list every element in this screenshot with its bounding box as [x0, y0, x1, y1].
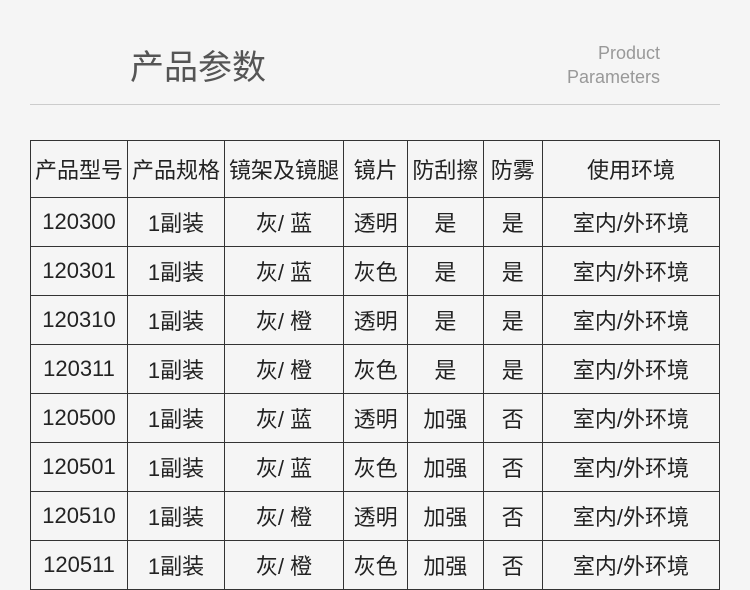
table-cell: 120300: [31, 198, 128, 247]
table-cell: 灰/ 橙: [225, 296, 344, 345]
table-cell: 是: [408, 296, 484, 345]
column-header-spec: 产品规格: [128, 141, 225, 198]
table-cell: 是: [408, 198, 484, 247]
table-row: 1205011副装灰/ 蓝灰色加强否室内/外环境: [31, 443, 720, 492]
table-cell: 否: [483, 541, 542, 590]
table-cell: 否: [483, 492, 542, 541]
table-cell: 灰色: [344, 345, 408, 394]
column-header-environment: 使用环境: [542, 141, 719, 198]
table-cell: 室内/外环境: [542, 394, 719, 443]
table-cell: 是: [483, 247, 542, 296]
table-cell: 1副装: [128, 443, 225, 492]
table-body: 1203001副装灰/ 蓝透明是是室内/外环境1203011副装灰/ 蓝灰色是是…: [31, 198, 720, 590]
table-cell: 120501: [31, 443, 128, 492]
table-cell: 加强: [408, 394, 484, 443]
table-cell: 120510: [31, 492, 128, 541]
table-row: 1205101副装灰/ 橙透明加强否室内/外环境: [31, 492, 720, 541]
title-english-line2: Parameters: [567, 66, 660, 89]
table-cell: 加强: [408, 541, 484, 590]
table-cell: 1副装: [128, 541, 225, 590]
table-cell: 室内/外环境: [542, 296, 719, 345]
table-cell: 是: [408, 345, 484, 394]
table-cell: 透明: [344, 492, 408, 541]
table-row: 1205001副装灰/ 蓝透明加强否室内/外环境: [31, 394, 720, 443]
table-cell: 灰/ 蓝: [225, 394, 344, 443]
table-cell: 否: [483, 443, 542, 492]
table-cell: 灰/ 蓝: [225, 198, 344, 247]
table-cell: 灰色: [344, 247, 408, 296]
table-cell: 否: [483, 394, 542, 443]
table-header-row: 产品型号 产品规格 镜架及镜腿 镜片 防刮擦 防雾 使用环境: [31, 141, 720, 198]
table-cell: 120500: [31, 394, 128, 443]
table-cell: 120311: [31, 345, 128, 394]
table-cell: 加强: [408, 492, 484, 541]
table-cell: 灰/ 蓝: [225, 443, 344, 492]
table-cell: 室内/外环境: [542, 443, 719, 492]
table-row: 1203001副装灰/ 蓝透明是是室内/外环境: [31, 198, 720, 247]
table-cell: 透明: [344, 198, 408, 247]
parameters-table: 产品型号 产品规格 镜架及镜腿 镜片 防刮擦 防雾 使用环境 1203001副装…: [30, 140, 720, 590]
table-cell: 120301: [31, 247, 128, 296]
column-header-fog: 防雾: [483, 141, 542, 198]
table-row: 1205111副装灰/ 橙灰色加强否室内/外环境: [31, 541, 720, 590]
table-cell: 灰色: [344, 541, 408, 590]
table-cell: 室内/外环境: [542, 345, 719, 394]
table-cell: 灰/ 蓝: [225, 247, 344, 296]
table-cell: 灰/ 橙: [225, 345, 344, 394]
table-cell: 是: [483, 198, 542, 247]
table-cell: 室内/外环境: [542, 198, 719, 247]
table-cell: 室内/外环境: [542, 247, 719, 296]
table-cell: 1副装: [128, 247, 225, 296]
column-header-lens: 镜片: [344, 141, 408, 198]
table-cell: 120310: [31, 296, 128, 345]
table-cell: 透明: [344, 394, 408, 443]
table-cell: 灰/ 橙: [225, 541, 344, 590]
table-cell: 室内/外环境: [542, 541, 719, 590]
table-cell: 灰色: [344, 443, 408, 492]
table-cell: 是: [408, 247, 484, 296]
table-cell: 1副装: [128, 296, 225, 345]
column-header-model: 产品型号: [31, 141, 128, 198]
table-cell: 灰/ 橙: [225, 492, 344, 541]
title-english-line1: Product: [567, 42, 660, 65]
table-cell: 1副装: [128, 345, 225, 394]
table-row: 1203011副装灰/ 蓝灰色是是室内/外环境: [31, 247, 720, 296]
title-english: Product Parameters: [567, 42, 660, 89]
table-row: 1203111副装灰/ 橙灰色是是室内/外环境: [31, 345, 720, 394]
table-cell: 室内/外环境: [542, 492, 719, 541]
table-cell: 120511: [31, 541, 128, 590]
column-header-frame: 镜架及镜腿: [225, 141, 344, 198]
column-header-scratch: 防刮擦: [408, 141, 484, 198]
table-cell: 1副装: [128, 198, 225, 247]
title-chinese: 产品参数: [130, 40, 266, 89]
table-cell: 1副装: [128, 394, 225, 443]
table-cell: 是: [483, 345, 542, 394]
table-cell: 加强: [408, 443, 484, 492]
table-cell: 透明: [344, 296, 408, 345]
table-cell: 是: [483, 296, 542, 345]
header: 产品参数 Product Parameters: [30, 20, 720, 105]
table-cell: 1副装: [128, 492, 225, 541]
table-row: 1203101副装灰/ 橙透明是是室内/外环境: [31, 296, 720, 345]
